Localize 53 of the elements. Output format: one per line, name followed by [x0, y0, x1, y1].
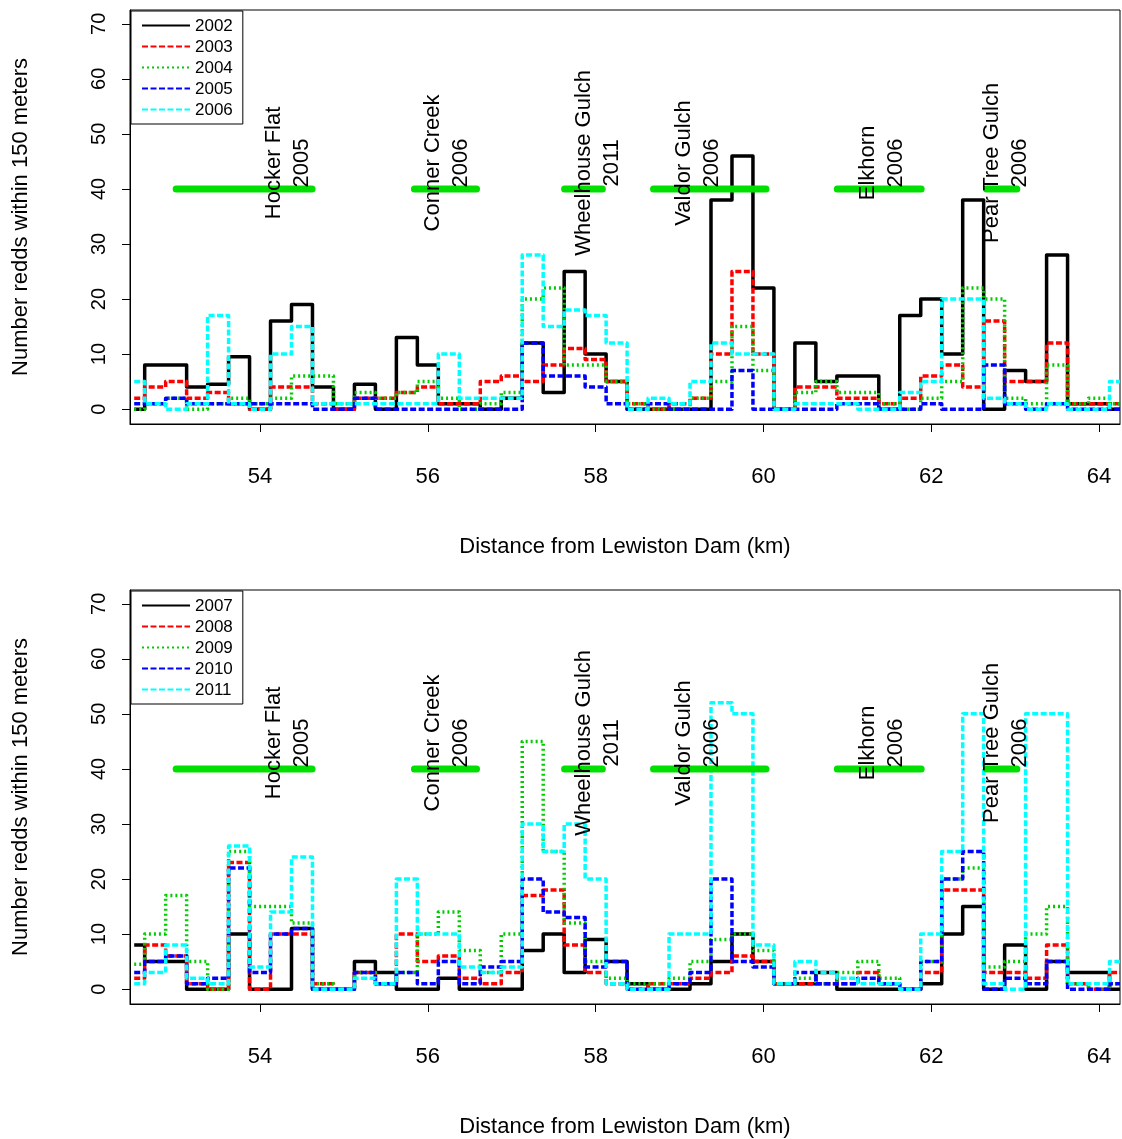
x-tick-label: 58	[583, 1042, 608, 1068]
y-tick-label: 50	[87, 122, 109, 145]
x-tick-label: 54	[247, 462, 273, 488]
annotation: Wheelhouse Gulch 2011	[569, 649, 623, 836]
y-tick-label: 20	[87, 287, 109, 311]
legend-label: 2007	[195, 596, 233, 615]
x-tick-label: 60	[751, 1042, 776, 1068]
y-tick-label: 60	[87, 647, 109, 670]
legend-label: 2002	[195, 16, 233, 35]
annotation: Conner Creek 2006	[418, 93, 472, 232]
annotation: Hocker Flat 2005	[259, 106, 313, 220]
annotation: Valdor Gulch 2006	[669, 100, 723, 226]
y-axis-title: Number redds within 150 meters	[6, 638, 32, 956]
legend-label: 2005	[195, 79, 233, 98]
legend-label: 2008	[195, 617, 233, 636]
y-tick-label: 70	[87, 12, 109, 35]
x-tick-label: 62	[918, 462, 944, 488]
x-tick-label: 56	[415, 462, 441, 488]
x-axis-title: Distance from Lewiston Dam (km)	[459, 1112, 791, 1138]
x-axis-title: Distance from Lewiston Dam (km)	[459, 532, 791, 558]
x-tick-label: 56	[415, 1042, 441, 1068]
annotation: Wheelhouse Gulch 2011	[569, 69, 623, 256]
y-tick-label: 30	[87, 232, 109, 256]
y-tick-label: 40	[87, 757, 109, 781]
annotation: Elkhorn 2006	[854, 705, 908, 781]
y-tick-label: 70	[87, 592, 109, 615]
y-tick-label: 0	[87, 983, 109, 995]
legend-label: 2011	[195, 680, 232, 699]
y-tick-label: 10	[87, 922, 109, 946]
annotation: Conner Creek 2006	[418, 673, 472, 812]
annotation: Elkhorn 2006	[854, 125, 908, 201]
legend-label: 2004	[195, 58, 233, 77]
x-tick-label: 54	[247, 1042, 273, 1068]
annotation: Pear Tree Gulch 2006	[977, 662, 1031, 824]
y-tick-label: 50	[87, 702, 109, 725]
legend-label: 2006	[195, 100, 233, 119]
y-tick-label: 40	[87, 177, 109, 201]
annotation: Hocker Flat 2005	[259, 686, 313, 800]
legend-label: 2010	[195, 659, 233, 678]
y-tick-label: 60	[87, 67, 109, 90]
legend-label: 2003	[195, 37, 233, 56]
y-tick-label: 30	[87, 812, 109, 836]
y-tick-label: 20	[87, 867, 109, 891]
legend-label: 2009	[195, 638, 233, 657]
y-tick-label: 10	[87, 342, 109, 366]
y-tick-label: 0	[87, 403, 109, 415]
x-tick-label: 64	[1086, 462, 1112, 488]
x-tick-label: 62	[918, 1042, 944, 1068]
x-tick-label: 58	[583, 462, 608, 488]
annotation: Valdor Gulch 2006	[669, 680, 723, 806]
x-tick-label: 60	[751, 462, 776, 488]
x-tick-label: 64	[1086, 1042, 1112, 1068]
y-axis-title: Number redds within 150 meters	[6, 58, 32, 376]
